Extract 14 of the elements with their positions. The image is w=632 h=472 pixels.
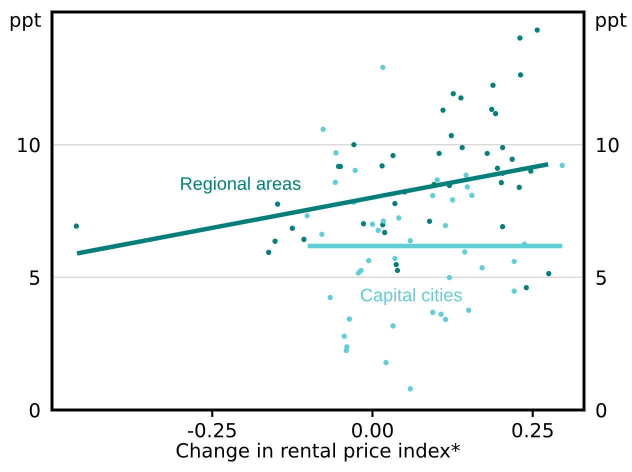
series-label: Capital cities bbox=[360, 288, 462, 305]
y-axis-title: ppt bbox=[10, 13, 41, 31]
x-tick-label: 0.00 bbox=[352, 422, 393, 438]
x-axis-title: Change in rental price index* bbox=[176, 442, 460, 462]
y-tick-label: 5 bbox=[30, 270, 40, 285]
x-tick-label: -0.25 bbox=[188, 422, 236, 438]
y-tick-label: 10 bbox=[18, 138, 40, 152]
y2-tick-label: 0 bbox=[596, 402, 606, 418]
y2-tick-label: 10 bbox=[597, 138, 619, 152]
x-tick-label: 0.25 bbox=[512, 422, 553, 438]
y2-axis-title: ppt bbox=[596, 13, 626, 31]
series-label: Regional areas bbox=[181, 176, 300, 194]
y-tick-label: 0 bbox=[30, 402, 40, 418]
y2-tick-label: 5 bbox=[596, 270, 606, 285]
